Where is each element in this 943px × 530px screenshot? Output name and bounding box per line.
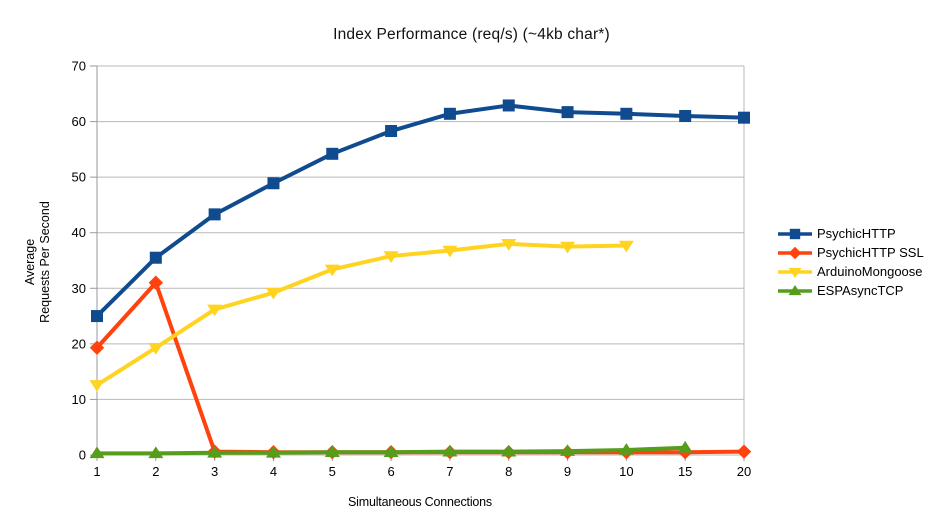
marker-ArduinoMongoose — [265, 287, 281, 300]
marker-ESPAsyncTCP — [442, 444, 458, 457]
y-tick-label: 60 — [72, 114, 86, 129]
marker-ArduinoMongoose — [501, 239, 517, 251]
marker-PsychicHTTP — [267, 177, 280, 190]
y-axis-title-line2: Requests Per Second — [38, 201, 52, 323]
marker-PsychicHTTP — [326, 147, 339, 160]
marker-ESPAsyncTCP — [265, 445, 281, 458]
y-tick-label: 30 — [72, 281, 86, 296]
marker-ArduinoMongoose — [148, 342, 164, 355]
marker-PsychicHTTP — [385, 125, 398, 138]
y-axis-title-line1: Average — [23, 238, 37, 286]
y-tick-label: 20 — [72, 336, 86, 351]
marker-PsychicHTTP — [502, 99, 515, 112]
x-tick-label: 7 — [446, 464, 453, 479]
marker-PsychicHTTP — [561, 106, 574, 119]
x-tick-label: 4 — [270, 464, 277, 479]
legend-item-ArduinoMongoose: ArduinoMongoose — [777, 262, 924, 281]
marker-ESPAsyncTCP — [618, 443, 634, 455]
x-tick-label: 8 — [505, 464, 512, 479]
y-tick-label: 10 — [72, 392, 86, 407]
y-axis-title: Average Requests Per Second — [23, 162, 53, 362]
marker-ArduinoMongoose — [442, 245, 458, 258]
legend-label: PsychicHTTP — [817, 226, 896, 241]
legend-item-PsychicHTTP SSL: PsychicHTTP SSL — [777, 243, 924, 262]
legend-item-ESPAsyncTCP: ESPAsyncTCP — [777, 281, 924, 300]
marker-PsychicHTTP — [443, 107, 456, 120]
marker-ESPAsyncTCP — [207, 445, 223, 458]
chart-title: Index Performance (req/s) (~4kb char*) — [333, 26, 610, 43]
y-tick-label: 50 — [72, 170, 86, 185]
legend-marker-sample — [788, 246, 802, 259]
x-tick-label: 1 — [93, 464, 100, 479]
marker-PsychicHTTP — [149, 251, 162, 264]
x-tick-label: 6 — [387, 464, 394, 479]
series-line-ArduinoMongoose — [95, 241, 629, 387]
marker-ArduinoMongoose — [560, 241, 576, 254]
x-axis-title: Simultaneous Connections — [348, 495, 492, 509]
y-tick-label: 70 — [72, 59, 86, 74]
legend-label: ESPAsyncTCP — [817, 283, 904, 298]
chart-legend: PsychicHTTP PsychicHTTP SSL ArduinoMongoos… — [777, 224, 924, 300]
marker-ArduinoMongoose — [207, 304, 223, 317]
legend-marker-triangle-up-icon — [778, 284, 812, 295]
legend-label: ArduinoMongoose — [817, 264, 923, 279]
marker-PsychicHTTP — [679, 110, 692, 123]
x-tick-label: 3 — [211, 464, 218, 479]
marker-ArduinoMongoose — [383, 251, 399, 263]
x-tick-label: 20 — [737, 464, 751, 479]
marker-ESPAsyncTCP — [560, 444, 576, 456]
marker-ESPAsyncTCP — [148, 446, 164, 459]
series-line-PsychicHTTP — [95, 103, 746, 319]
marker-PsychicHTTP SSL — [89, 340, 105, 355]
marker-ArduinoMongoose — [324, 264, 340, 277]
marker-PsychicHTTP — [208, 208, 221, 221]
legend-marker-square-icon — [778, 228, 812, 239]
legend-label: PsychicHTTP SSL — [817, 245, 924, 260]
series-line-PsychicHTTP SSL — [95, 280, 746, 455]
marker-ESPAsyncTCP — [501, 444, 517, 457]
x-tick-label: 10 — [619, 464, 633, 479]
legend-marker-sample — [789, 228, 801, 239]
marker-ESPAsyncTCP — [324, 445, 340, 458]
legend-marker-diamond-icon — [778, 246, 812, 259]
marker-ESPAsyncTCP — [677, 440, 693, 453]
x-tick-label: 5 — [329, 464, 336, 479]
y-tick-label: 40 — [72, 225, 86, 240]
marker-PsychicHTTP SSL — [736, 444, 752, 459]
y-tick-label: 0 — [79, 448, 86, 463]
marker-ArduinoMongoose — [89, 380, 105, 392]
marker-PsychicHTTP — [91, 310, 103, 323]
legend-marker-sample — [788, 284, 802, 295]
marker-PsychicHTTP SSL — [148, 275, 164, 290]
marker-ArduinoMongoose — [618, 240, 634, 253]
legend-marker-triangle-down-icon — [778, 267, 812, 278]
marker-PsychicHTTP — [620, 107, 633, 120]
marker-ESPAsyncTCP — [89, 446, 105, 459]
legend-marker-sample — [788, 267, 802, 278]
x-tick-label: 2 — [152, 464, 159, 479]
x-tick-label: 9 — [564, 464, 571, 479]
marker-ESPAsyncTCP — [383, 445, 399, 458]
marker-PsychicHTTP — [738, 111, 750, 124]
x-tick-label: 15 — [678, 464, 692, 479]
legend-item-PsychicHTTP: PsychicHTTP — [777, 224, 924, 243]
